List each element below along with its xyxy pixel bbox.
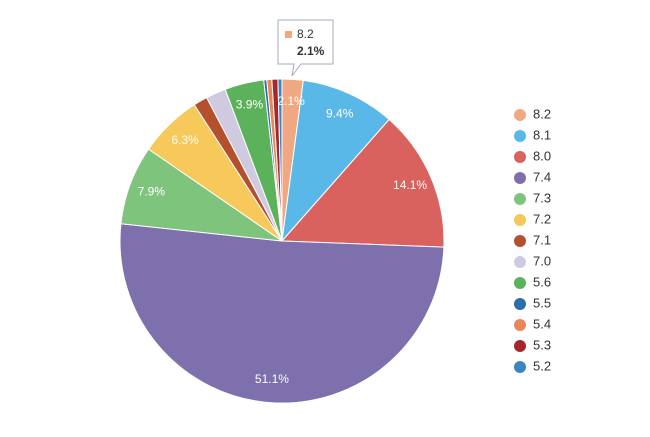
legend-label[interactable]: 5.5 xyxy=(533,295,551,310)
legend-swatch[interactable] xyxy=(514,235,526,247)
legend-label[interactable]: 5.6 xyxy=(533,274,551,289)
legend-swatch[interactable] xyxy=(514,340,526,352)
legend-swatch[interactable] xyxy=(514,130,526,142)
legend-label[interactable]: 7.1 xyxy=(533,232,551,247)
tooltip-swatch xyxy=(285,31,292,38)
legend-label[interactable]: 5.3 xyxy=(533,337,551,352)
legend-swatch[interactable] xyxy=(514,277,526,289)
legend-swatch[interactable] xyxy=(514,172,526,184)
tooltip-category: 8.2 xyxy=(297,27,314,41)
legend-swatch[interactable] xyxy=(514,319,526,331)
legend-swatch[interactable] xyxy=(514,361,526,373)
legend-label[interactable]: 7.0 xyxy=(533,253,551,268)
legend: 8.2 8.1 8.0 7.4 7.3 7.2 7.1 7.0 5.6 5.5 5.4 5.3 5.2 xyxy=(514,106,551,373)
tooltip-value: 2.1% xyxy=(297,44,325,58)
slice-label: 51.1% xyxy=(255,372,289,386)
slice-label: 2.1% xyxy=(278,94,306,108)
slice-label: 14.1% xyxy=(393,178,427,192)
pie-slice[interactable] xyxy=(277,78,283,242)
legend-swatch[interactable] xyxy=(514,256,526,268)
legend-swatch[interactable] xyxy=(514,151,526,163)
tooltip: 8.2 2.1% xyxy=(277,19,334,77)
legend-label[interactable]: 8.1 xyxy=(533,127,551,142)
legend-swatch[interactable] xyxy=(514,214,526,226)
slice-labels: 2.1% 9.4% 14.1% 51.1% 7.9% 6.3% 3.9% xyxy=(138,94,428,386)
legend-label[interactable]: 7.2 xyxy=(533,211,551,226)
pie-slice[interactable] xyxy=(280,118,445,248)
legend-swatch[interactable] xyxy=(514,298,526,310)
slice-label: 7.9% xyxy=(138,185,166,199)
legend-swatch[interactable] xyxy=(514,109,526,121)
legend-label[interactable]: 8.2 xyxy=(533,106,551,121)
legend-label[interactable]: 7.4 xyxy=(533,169,551,184)
legend-label[interactable]: 5.2 xyxy=(533,358,551,373)
legend-label[interactable]: 5.4 xyxy=(533,316,551,331)
legend-label[interactable]: 8.0 xyxy=(533,148,551,163)
pie-slice[interactable] xyxy=(281,79,390,243)
pie-slice[interactable] xyxy=(119,223,445,404)
slice-label: 3.9% xyxy=(236,98,264,112)
pie xyxy=(119,78,445,404)
slice-label: 9.4% xyxy=(326,106,354,120)
slice-label: 6.3% xyxy=(171,133,199,147)
legend-label[interactable]: 7.3 xyxy=(533,190,551,205)
legend-swatch[interactable] xyxy=(514,193,526,205)
